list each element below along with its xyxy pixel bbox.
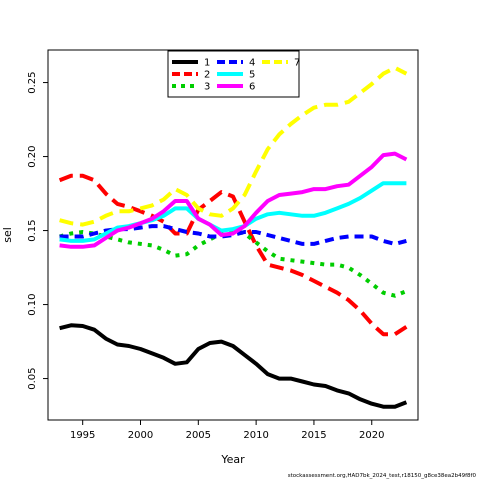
series-layer [58,65,408,409]
x-tick-label: 2010 [243,430,268,441]
y-tick-label: 0.15 [27,219,38,241]
y-tick-label: 0.20 [27,145,38,167]
legend-label-4: 4 [249,58,255,69]
x-axis-label: Year [220,453,245,466]
y-tick-label: 0.10 [27,293,38,315]
plot-frame [47,49,419,421]
y-axis-label: sel [1,227,14,243]
legend-label-1: 1 [204,58,210,69]
footer-text: stockassessment.org,HAD7bk_2024_test,r18… [288,473,477,479]
legend-label-6: 6 [249,82,255,93]
x-tick-label: 1995 [70,430,95,441]
series-3-line [59,228,408,298]
legend-label-7: 7 [294,58,300,69]
series-7-line [59,65,408,227]
series-2-line [58,173,408,337]
y-tick-label: 0.05 [27,367,38,389]
legend-label-5: 5 [249,70,255,81]
legend-label-2: 2 [204,70,210,81]
x-tick-label: 2015 [301,430,326,441]
x-tick-label: 2005 [186,430,211,441]
y-tick-label: 0.25 [27,71,38,93]
x-tick-label: 2000 [128,430,153,441]
legend: 123 456 7 [167,50,300,98]
legend-label-3: 3 [204,82,210,93]
y-axis: 0.05 0.10 0.15 0.20 0.25 [27,71,48,390]
series-5-line [59,181,407,243]
x-axis: 1995 2000 2005 2010 2015 2020 [70,420,384,441]
series-6-line [59,151,408,249]
series-1-line [59,323,408,409]
x-tick-label: 2020 [359,430,384,441]
